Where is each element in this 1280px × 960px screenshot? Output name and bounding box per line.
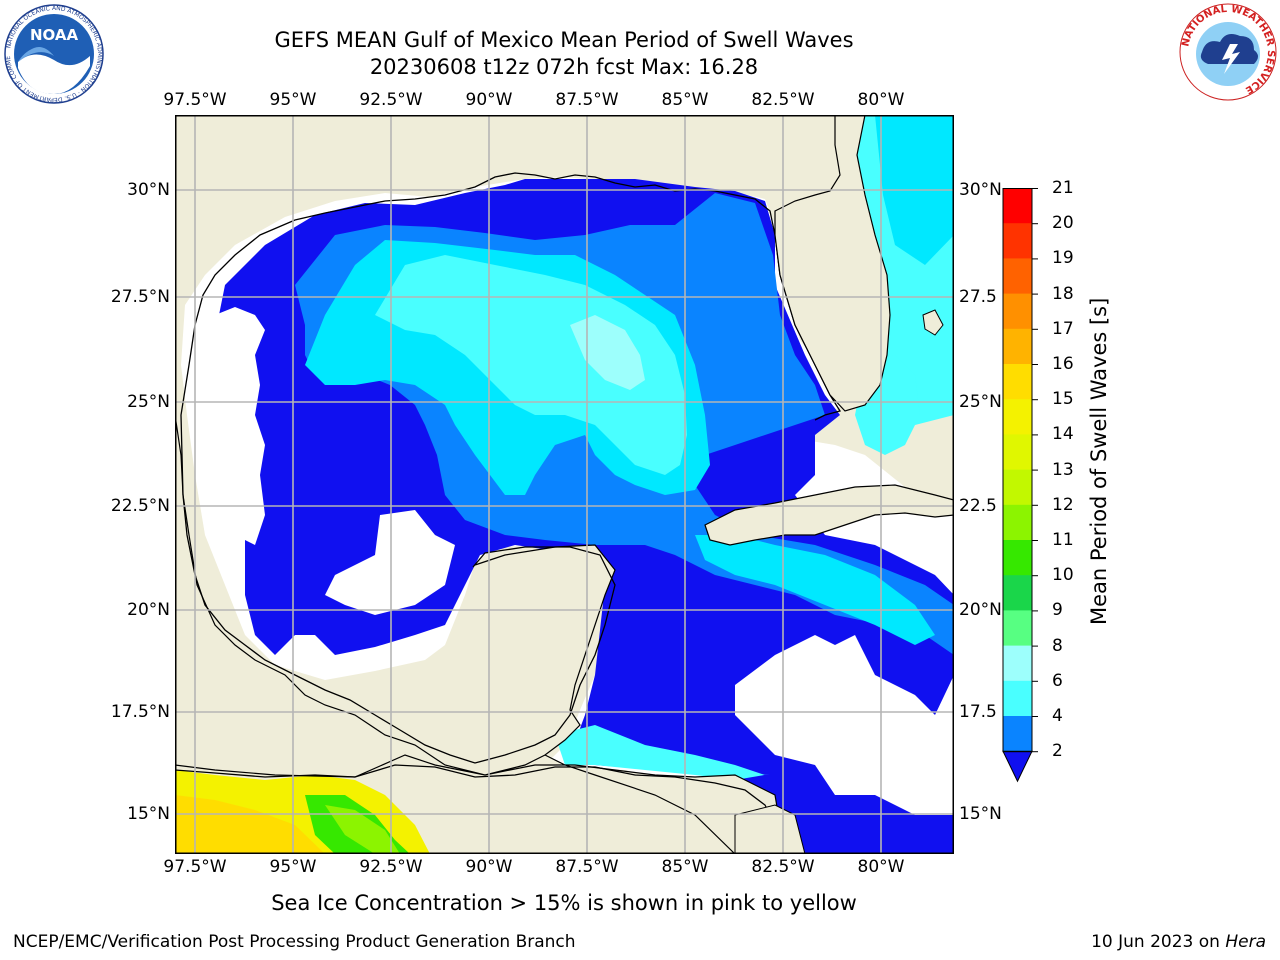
lon-label-top: 97.5°W xyxy=(163,90,227,110)
cuba-south-cyan xyxy=(695,535,935,645)
colorbar xyxy=(1002,188,1038,784)
colorbar-tick-label: 9 xyxy=(1052,600,1063,621)
gulf-of-mexico-swell-period-map xyxy=(174,114,955,855)
colorbar-tick-label: 12 xyxy=(1052,494,1074,515)
lat-label-right: 30°N xyxy=(959,180,1002,200)
graticule xyxy=(175,115,954,854)
colorbar-band xyxy=(1003,258,1032,295)
lon-label-bottom: 97.5°W xyxy=(163,857,227,877)
colorbar-tick-label: 20 xyxy=(1052,213,1074,234)
colorbar-band xyxy=(1003,716,1032,752)
colorbar-tick-label: 19 xyxy=(1052,248,1074,269)
lon-label-top: 92.5°W xyxy=(359,90,423,110)
lon-label-bottom: 90°W xyxy=(465,857,513,877)
map-border xyxy=(175,115,954,854)
colorbar-scale xyxy=(1002,188,1038,783)
colorbar-band xyxy=(1003,188,1032,224)
coastline-central-america xyxy=(174,764,786,855)
map-frame xyxy=(174,114,955,855)
colorbar-band xyxy=(1003,540,1032,576)
lat-label-left: 30°N xyxy=(127,180,170,200)
noaa-logo: NOAA NATIONAL OCEANIC AND ATMOSPHERIC AD… xyxy=(2,0,104,104)
footer-date: 10 Jun 2023 on Hera xyxy=(1091,932,1266,952)
swell-max-patch xyxy=(570,315,645,390)
colorbar-band xyxy=(1003,645,1032,682)
lon-label-top: 85°W xyxy=(661,90,709,110)
lon-label-top: 82.5°W xyxy=(751,90,815,110)
lat-label-left: 27.5°N xyxy=(110,287,170,307)
lon-label-bottom: 85°W xyxy=(661,857,709,877)
colorbar-band xyxy=(1003,575,1032,611)
lat-label-left: 15°N xyxy=(127,804,170,824)
chart-title: GEFS MEAN Gulf of Mexico Mean Period of … xyxy=(274,28,854,52)
coastline-mexico-south xyxy=(182,494,616,764)
footer-credit: NCEP/EMC/Verification Post Processing Pr… xyxy=(13,932,576,952)
lon-label-bottom: 87.5°W xyxy=(555,857,619,877)
colorbar-tick-label: 6 xyxy=(1052,670,1063,691)
colorbar-extend-arrow xyxy=(1002,750,1033,783)
colorbar-band xyxy=(1003,293,1032,330)
colorbar-band xyxy=(1003,469,1032,506)
colorbar-band xyxy=(1003,610,1032,647)
lon-label-top: 90°W xyxy=(465,90,513,110)
noaa-logo-text: NOAA xyxy=(30,26,79,44)
colorbar-band xyxy=(1003,434,1032,471)
lat-label-left: 22.5°N xyxy=(110,496,170,516)
lat-label-right: 17.5 xyxy=(959,702,997,722)
lon-label-bottom: 82.5°W xyxy=(751,857,815,877)
caribbean-cyan-strip xyxy=(555,725,770,780)
colorbar-tick-label: 13 xyxy=(1052,459,1074,480)
bahamas-islands xyxy=(922,309,944,336)
footer-date-text: 10 Jun 2023 on xyxy=(1091,932,1226,952)
chart-subtitle: 20230608 t12z 072h fcst Max: 16.28 xyxy=(369,55,759,79)
colorbar-tick-label: 21 xyxy=(1052,178,1074,198)
yucatan-peninsula xyxy=(174,414,954,855)
colorbar-band xyxy=(1003,223,1032,259)
lon-label-bottom: 95°W xyxy=(269,857,317,877)
lat-label-right: 15°N xyxy=(959,804,1002,824)
lon-label-top: 95°W xyxy=(269,90,317,110)
pacific-light-green xyxy=(325,805,400,854)
colorbar-tick-label: 15 xyxy=(1052,389,1074,410)
no-data-patch-southwest xyxy=(325,510,455,615)
colorbar-band xyxy=(1003,680,1032,717)
lon-label-bottom: 92.5°W xyxy=(359,857,423,877)
lat-label-right: 25°N xyxy=(959,392,1002,412)
lon-label-bottom: 80°W xyxy=(857,857,905,877)
colorbar-tick-label: 16 xyxy=(1052,354,1074,374)
nws-logo: NATIONAL WEATHER SERVICE xyxy=(1178,2,1278,102)
colorbar-tick-label: 8 xyxy=(1052,635,1063,656)
no-data-patch-west xyxy=(215,307,265,545)
lat-label-right: 22.5 xyxy=(959,496,997,516)
lat-label-left: 25°N xyxy=(127,392,170,412)
colorbar-tick-label: 18 xyxy=(1052,283,1074,304)
colorbar-band xyxy=(1003,364,1032,400)
colorbar-title: Mean Period of Swell Waves [s] xyxy=(1087,297,1111,625)
colorbar-tick-label: 2 xyxy=(1052,741,1063,762)
lat-label-left: 20°N xyxy=(127,600,170,620)
colorbar-tick-label: 4 xyxy=(1052,706,1063,726)
lat-label-left: 17.5°N xyxy=(110,702,170,722)
colorbar-band xyxy=(1003,399,1032,435)
florida-peninsula xyxy=(774,114,891,412)
colorbar-tick-label: 14 xyxy=(1052,424,1074,445)
colorbar-tick-label: 17 xyxy=(1052,318,1074,339)
cuba-island xyxy=(704,484,955,546)
caption: Sea Ice Concentration > 15% is shown in … xyxy=(271,891,857,915)
honduras-coast xyxy=(734,804,806,855)
footer-host: Hera xyxy=(1225,932,1266,952)
pacific-yellow-bright xyxy=(175,795,325,854)
lat-label-right: 27.5 xyxy=(959,287,997,307)
colorbar-tick-label: 10 xyxy=(1052,565,1074,586)
lon-label-top: 87.5°W xyxy=(555,90,619,110)
swell-band-light-cyan xyxy=(375,255,687,475)
lon-label-top: 80°W xyxy=(857,90,905,110)
lat-label-right: 20°N xyxy=(959,600,1002,620)
colorbar-band xyxy=(1003,504,1032,541)
colorbar-tick-label: 11 xyxy=(1052,530,1074,550)
colorbar-band xyxy=(1003,328,1032,365)
